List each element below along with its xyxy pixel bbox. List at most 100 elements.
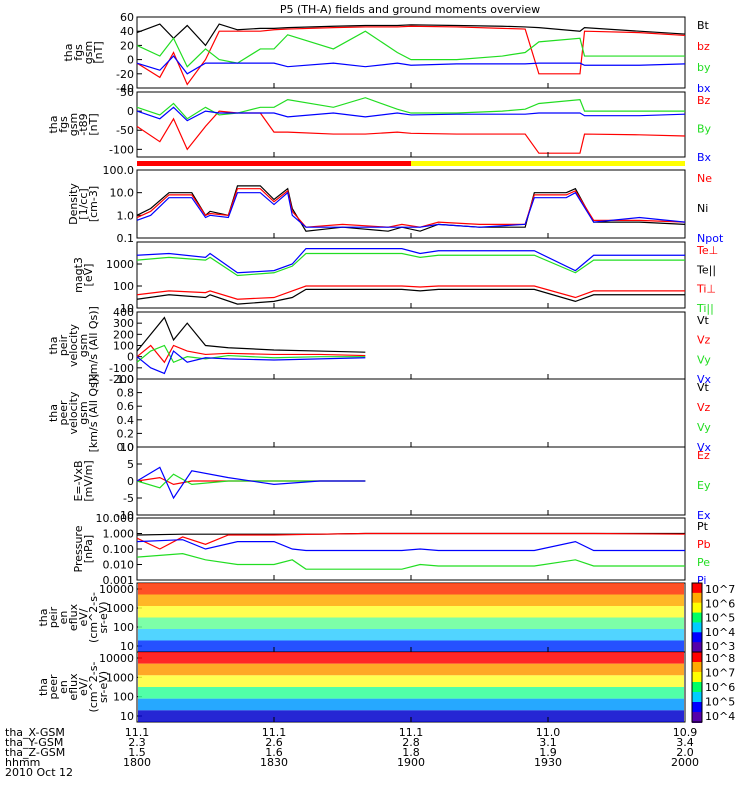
series-Bx [136, 106, 686, 122]
y-axis-label: -t89 [77, 113, 90, 135]
spectrogram-band [138, 606, 684, 618]
spectrogram-band [138, 583, 684, 595]
y-axis-label: gsm [77, 401, 90, 424]
colorbar-segment [692, 602, 702, 614]
legend-entry: Vt [697, 381, 710, 394]
y-tick-label: -50 [116, 124, 134, 137]
y-tick-label: 20 [120, 39, 134, 52]
colorbar-segment [692, 592, 702, 604]
series-bx [136, 55, 686, 75]
colorbar-segment [692, 662, 702, 673]
legend-entry: bx [697, 82, 711, 95]
y-tick-label: 60 [120, 11, 134, 24]
y-tick-label: 100 [113, 621, 134, 634]
y-tick-label: 1.0 [117, 209, 135, 222]
x-tick-value: 11.1 [399, 726, 424, 739]
legend-entry: Ti|| [696, 302, 714, 315]
mode-bar-yellow [411, 161, 685, 166]
y-axis-label: tha [47, 115, 60, 133]
x-tick-value: 1.9 [539, 746, 557, 759]
legend-entry: By [697, 123, 712, 136]
x-row-label: tha_Z-GSM [5, 746, 65, 759]
colorbar-segment [692, 692, 702, 703]
y-axis-label: eflux [67, 603, 80, 631]
y-tick-label: -10 [116, 509, 134, 522]
y-axis-label: E=-VxB [72, 460, 85, 501]
series-bz [136, 25, 686, 86]
legend-entry: Ne [697, 172, 712, 185]
panel-efield: 10 5 0 -5 -10 E=-VxB[mV/m] Ez Ey Ex [72, 441, 711, 522]
panel-peir_eflux: 10000 1000 100 10 thapeirenefluxeV/(cm^2-s-s… [37, 582, 735, 653]
panel-temp: 1000 100 10 magt3[eV] Te⊥ Te|| Ti⊥ Ti|| [72, 241, 718, 315]
y-tick-label: -200 [109, 373, 134, 386]
y-tick-label: 100 [113, 340, 134, 353]
x-tick-value: 2.8 [402, 736, 420, 749]
x-tick-value: 2.0 [676, 746, 694, 759]
legend-entry: Ez [697, 449, 710, 462]
y-axis-label: en [57, 680, 70, 694]
legend-entry: Ex [697, 509, 711, 522]
x-row-label: tha_Y-GSM [5, 736, 63, 749]
x-tick-value: 1.8 [402, 746, 420, 759]
series-Vt [136, 316, 366, 353]
y-axis-label: Pressure [72, 525, 85, 572]
y-tick-label: 0.1 [117, 232, 135, 245]
y-axis-label: gsm [77, 334, 90, 357]
x-tick-value: 11.1 [262, 726, 287, 739]
series-Vx [136, 350, 366, 375]
colorbar-segment [692, 583, 702, 594]
y-tick-label: 1.0 [117, 373, 135, 386]
legend-entry: Vy [697, 353, 711, 366]
y-tick-label: -100 [109, 143, 134, 156]
series-Pb [136, 532, 686, 550]
colorbar-label: 10^5 [705, 696, 735, 709]
legend-entry: Vx [697, 373, 712, 386]
colorbar-label: 10^7 [705, 583, 735, 596]
panel-frame [136, 16, 686, 89]
y-tick-label: -5 [123, 492, 134, 505]
y-tick-label: 400 [113, 306, 134, 319]
y-axis-label: peir [47, 606, 60, 628]
series-By [136, 97, 685, 120]
y-tick-label: 10000 [99, 652, 134, 665]
series-Vy [136, 344, 366, 364]
legend-entry: Pb [697, 538, 711, 551]
y-tick-label: 10 [120, 441, 134, 454]
panels: 6040200-20-40thafgsgsm[nT]Btbzbybx500-50… [37, 11, 735, 723]
y-axis-label: eflux [67, 673, 80, 701]
spectrogram-band [138, 594, 684, 606]
series-Bt [136, 23, 686, 47]
legend-entry: Vz [697, 334, 711, 347]
colorbar-segment [692, 672, 702, 683]
legend-entry: Ey [697, 479, 711, 492]
spectrogram-band [138, 663, 684, 676]
series-Npot [136, 191, 686, 228]
y-axis-label: peer [57, 400, 70, 426]
legend-entry: Vz [697, 401, 711, 414]
y-axis-label: gsm [82, 41, 95, 64]
x-tick-value: 1.6 [265, 746, 283, 759]
y-axis-label: [nPa] [82, 535, 95, 563]
x-tick-value: 1800 [123, 756, 151, 769]
plot-title: P5 (TH-A) fields and ground moments over… [280, 3, 540, 16]
colorbar-label: 10^4 [705, 710, 735, 723]
colorbar-label: 10^8 [705, 652, 735, 665]
colorbar-segment [692, 642, 702, 653]
y-tick-label: 0.100 [103, 543, 135, 556]
legend-entry: Te|| [696, 263, 716, 276]
y-tick-label: 10.000 [96, 512, 135, 525]
y-tick-label: 1000 [106, 671, 134, 684]
y-axis-label: [nT] [92, 41, 105, 63]
y-tick-label: 10.0 [110, 187, 135, 200]
spectrogram-band [138, 710, 684, 722]
y-axis-label: tha [47, 404, 60, 422]
y-tick-label: 100 [113, 280, 134, 293]
legend-entry: Bx [697, 151, 712, 164]
y-tick-label: 40 [120, 25, 134, 38]
y-axis-label: (cm^2-s- [87, 662, 100, 713]
legend-entry: Bt [697, 19, 710, 32]
